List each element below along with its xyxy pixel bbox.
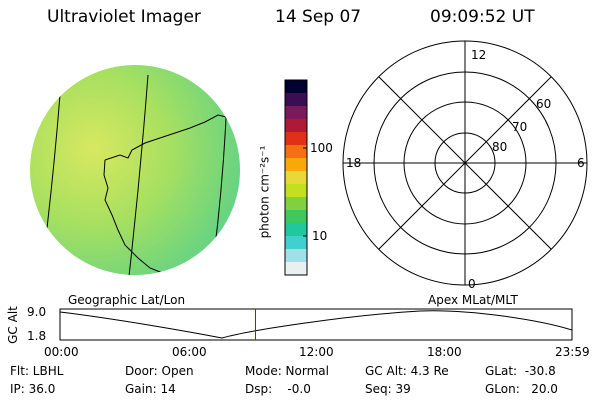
timeline-ytick-bottom: 1.8 bbox=[27, 329, 47, 343]
instrument-title: Ultraviolet Imager bbox=[47, 7, 201, 27]
timeline-xtick: 00:00 bbox=[44, 345, 79, 359]
colorbar bbox=[285, 80, 307, 276]
timeline-xtick: 06:00 bbox=[172, 345, 207, 359]
colorbar-segment bbox=[285, 249, 307, 263]
door-info: Door: Open bbox=[125, 364, 194, 378]
colorbar-segment bbox=[285, 93, 307, 107]
earth-disk-image bbox=[30, 65, 240, 275]
colorbar-segment bbox=[285, 145, 307, 159]
gain-info: Gain: 14 bbox=[125, 382, 176, 396]
mlt-label-12: 12 bbox=[471, 48, 487, 62]
colorbar-segment bbox=[285, 80, 307, 94]
mlt-label-6: 6 bbox=[577, 156, 585, 170]
lat-label-70: 70 bbox=[512, 120, 528, 134]
colorbar-segment bbox=[285, 197, 307, 211]
colorbar-segment bbox=[285, 236, 307, 250]
timeline-ytick-top: 9.0 bbox=[27, 305, 47, 319]
ip-info: IP: 36.0 bbox=[10, 382, 56, 396]
filter-info: Flt: LBHL bbox=[10, 364, 64, 378]
glon-info: GLon: 20.0 bbox=[485, 382, 558, 396]
colorbar-segment bbox=[285, 210, 307, 224]
colorbar-tick-100: 100 bbox=[310, 141, 333, 155]
timeline-xtick: 12:00 bbox=[299, 345, 334, 359]
dsp-info: Dsp: -0.0 bbox=[245, 382, 311, 396]
colorbar-tick-10: 10 bbox=[312, 229, 328, 243]
time-label: 09:09:52 UT bbox=[430, 7, 535, 27]
gc-alt-info: GC Alt: 4.3 Re bbox=[365, 364, 449, 378]
colorbar-segment bbox=[285, 262, 307, 276]
seq-info: Seq: 39 bbox=[365, 382, 411, 396]
colorbar-segment bbox=[285, 132, 307, 146]
apex-label: Apex MLat/MLT bbox=[428, 293, 518, 307]
mode-info: Mode: Normal bbox=[245, 364, 329, 378]
lat-label-60: 60 bbox=[536, 97, 552, 111]
altitude-timeline bbox=[59, 308, 573, 341]
geographic-label: Geographic Lat/Lon bbox=[68, 293, 186, 307]
colorbar-segment bbox=[285, 223, 307, 237]
colorbar-segment bbox=[285, 184, 307, 198]
mlt-label-0: 0 bbox=[468, 277, 476, 291]
colorbar-unit-label: photon cm⁻²s⁻¹ bbox=[257, 145, 272, 239]
date-label: 14 Sep 07 bbox=[275, 7, 362, 27]
glat-info: GLat: -30.8 bbox=[485, 364, 556, 378]
colorbar-frame bbox=[284, 79, 308, 276]
timeline-xtick: 18:00 bbox=[427, 345, 462, 359]
mlt-label-18: 18 bbox=[346, 156, 362, 170]
colorbar-segment bbox=[285, 158, 307, 172]
colorbar-segment bbox=[285, 106, 307, 120]
colorbar-segment bbox=[285, 171, 307, 185]
colorbar-segment bbox=[285, 119, 307, 133]
timeline-ylabel: GC Alt bbox=[5, 306, 20, 344]
lat-label-80: 80 bbox=[492, 140, 508, 154]
polar-grid bbox=[342, 40, 588, 286]
timeline-xtick: 23:59 bbox=[555, 345, 590, 359]
